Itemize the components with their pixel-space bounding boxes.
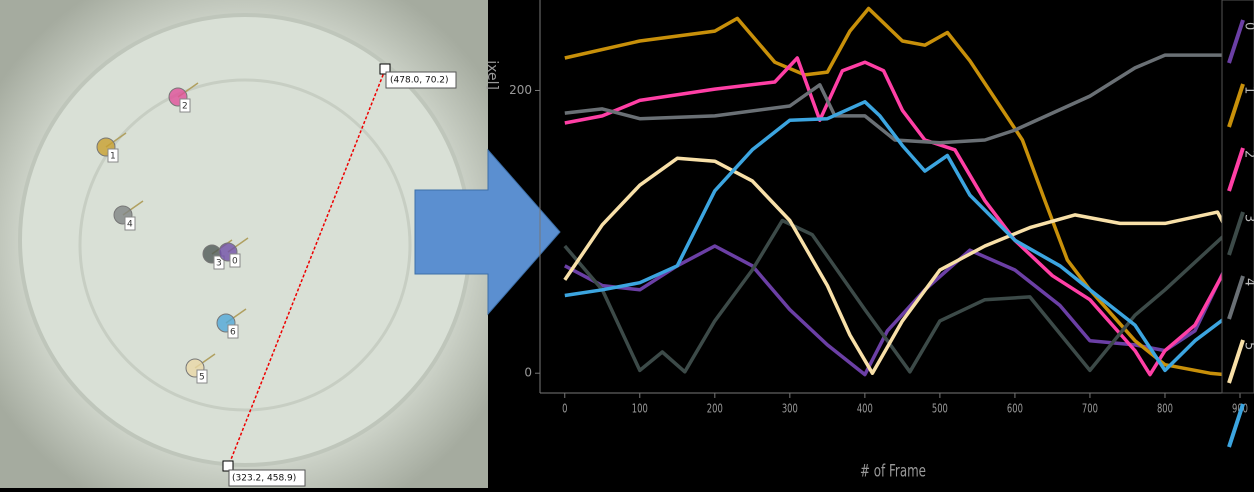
x-tick-label: 100 — [632, 402, 648, 416]
marker-label: 5 — [199, 373, 205, 383]
plot: 01002003004005006007008009000200# of Fra… — [484, 0, 1254, 481]
marker-label: 1 — [110, 152, 116, 162]
x-tick-label: 700 — [1082, 402, 1098, 416]
point-label: (478.0, 70.2) — [390, 76, 449, 86]
x-tick-label: 300 — [782, 402, 798, 416]
x-tick-label: 800 — [1157, 402, 1173, 416]
legend-label: 5 — [1242, 342, 1254, 350]
marker-label: 4 — [127, 220, 133, 230]
legend-label: 0 — [1242, 22, 1254, 30]
x-tick-label: 500 — [932, 402, 948, 416]
x-tick-label: 200 — [707, 402, 723, 416]
legend-label: 4 — [1242, 278, 1254, 286]
x-axis-label: # of Frame — [860, 462, 926, 482]
legend — [1222, 0, 1254, 393]
marker-label: 6 — [230, 328, 236, 338]
x-tick-label: 600 — [1007, 402, 1023, 416]
legend-label: 2 — [1242, 150, 1254, 158]
marker-label: 2 — [182, 102, 188, 112]
x-tick-label: 0 — [562, 402, 567, 416]
series-line — [565, 221, 1225, 372]
marker-label: 0 — [232, 257, 238, 267]
legend-label: 1 — [1242, 86, 1254, 94]
marker-label: 3 — [216, 259, 222, 269]
y-tick-label: 200 — [509, 83, 532, 97]
y-tick-label: 0 — [524, 366, 532, 380]
point-label: (323.2, 458.9) — [232, 474, 296, 484]
y-axis-label: ixel] — [484, 60, 500, 90]
legend-label: 3 — [1242, 214, 1254, 222]
series-line — [565, 55, 1225, 143]
x-tick-label: 400 — [857, 402, 873, 416]
